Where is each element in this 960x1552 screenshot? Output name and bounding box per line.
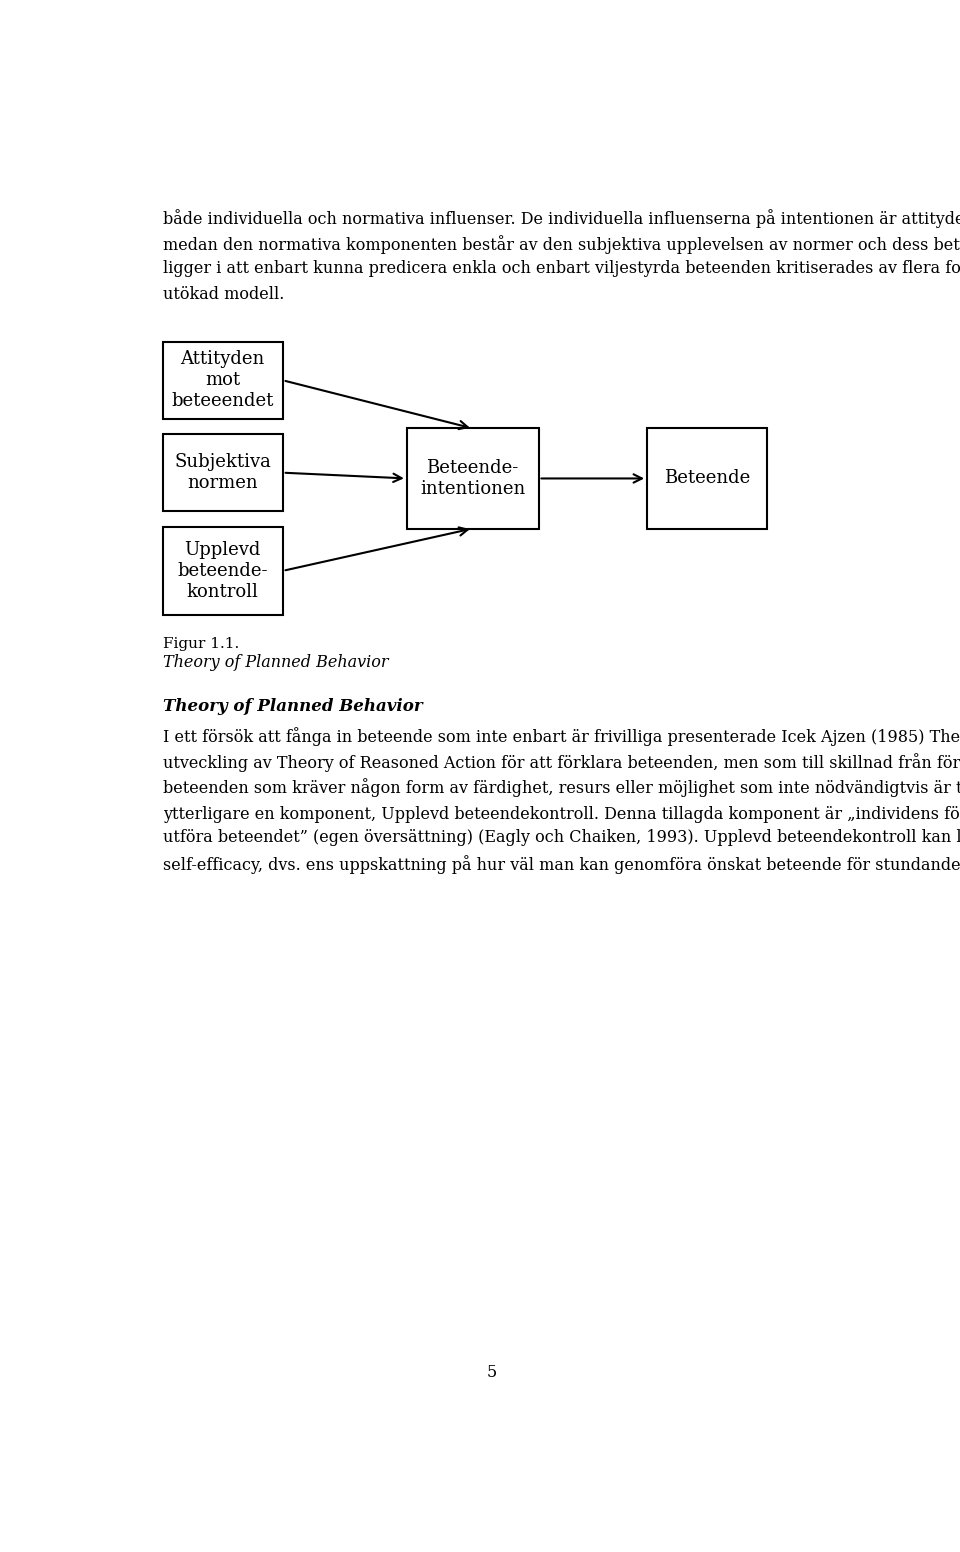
- Text: Theory of Planned Behavior: Theory of Planned Behavior: [162, 653, 388, 670]
- Text: I ett försök att fånga in beteende som inte enbart är frivilliga presenterade Ic: I ett försök att fånga in beteende som i…: [162, 728, 960, 747]
- Text: Beteende: Beteende: [664, 469, 750, 487]
- Text: Upplevd
beteende-
kontroll: Upplevd beteende- kontroll: [178, 542, 268, 601]
- Text: ytterligare en komponent, Upplevd beteendekontroll. Denna tillagda komponent är : ytterligare en komponent, Upplevd beteen…: [162, 804, 960, 823]
- Text: beteenden som kräver någon form av färdighet, resurs eller möjlighet som inte nö: beteenden som kräver någon form av färdi…: [162, 779, 960, 798]
- Text: både individuella och normativa influenser. De individuella influenserna på inte: både individuella och normativa influens…: [162, 210, 960, 228]
- Text: Beteende-
intentionen: Beteende- intentionen: [420, 459, 525, 498]
- Text: utökad modell.: utökad modell.: [162, 286, 284, 303]
- Bar: [162, 526, 283, 615]
- Text: medan den normativa komponenten består av den subjektiva upplevelsen av normer o: medan den normativa komponenten består a…: [162, 234, 960, 253]
- Bar: [407, 428, 539, 529]
- Text: Subjektiva
normen: Subjektiva normen: [175, 453, 271, 492]
- Text: Attityden
mot
beteeendet: Attityden mot beteeendet: [172, 351, 274, 410]
- Bar: [647, 428, 767, 529]
- Text: utföra beteendet” (egen översättning) (Eagly och Chaiken, 1993). Upplevd beteend: utföra beteendet” (egen översättning) (E…: [162, 829, 960, 846]
- Bar: [162, 341, 283, 419]
- Text: utveckling av Theory of Reasoned Action för att förklara beteenden, men som till: utveckling av Theory of Reasoned Action …: [162, 753, 960, 771]
- Text: Theory of Planned Behavior: Theory of Planned Behavior: [162, 698, 422, 715]
- Text: 5: 5: [487, 1364, 497, 1381]
- Text: self-efficacy, dvs. ens uppskattning på hur väl man kan genomföra önskat beteend: self-efficacy, dvs. ens uppskattning på …: [162, 855, 960, 874]
- Text: Figur 1.1.: Figur 1.1.: [162, 636, 239, 650]
- Text: ligger i att enbart kunna predicera enkla och enbart viljestyrda beteenden kriti: ligger i att enbart kunna predicera enkl…: [162, 261, 960, 278]
- Bar: [162, 435, 283, 511]
